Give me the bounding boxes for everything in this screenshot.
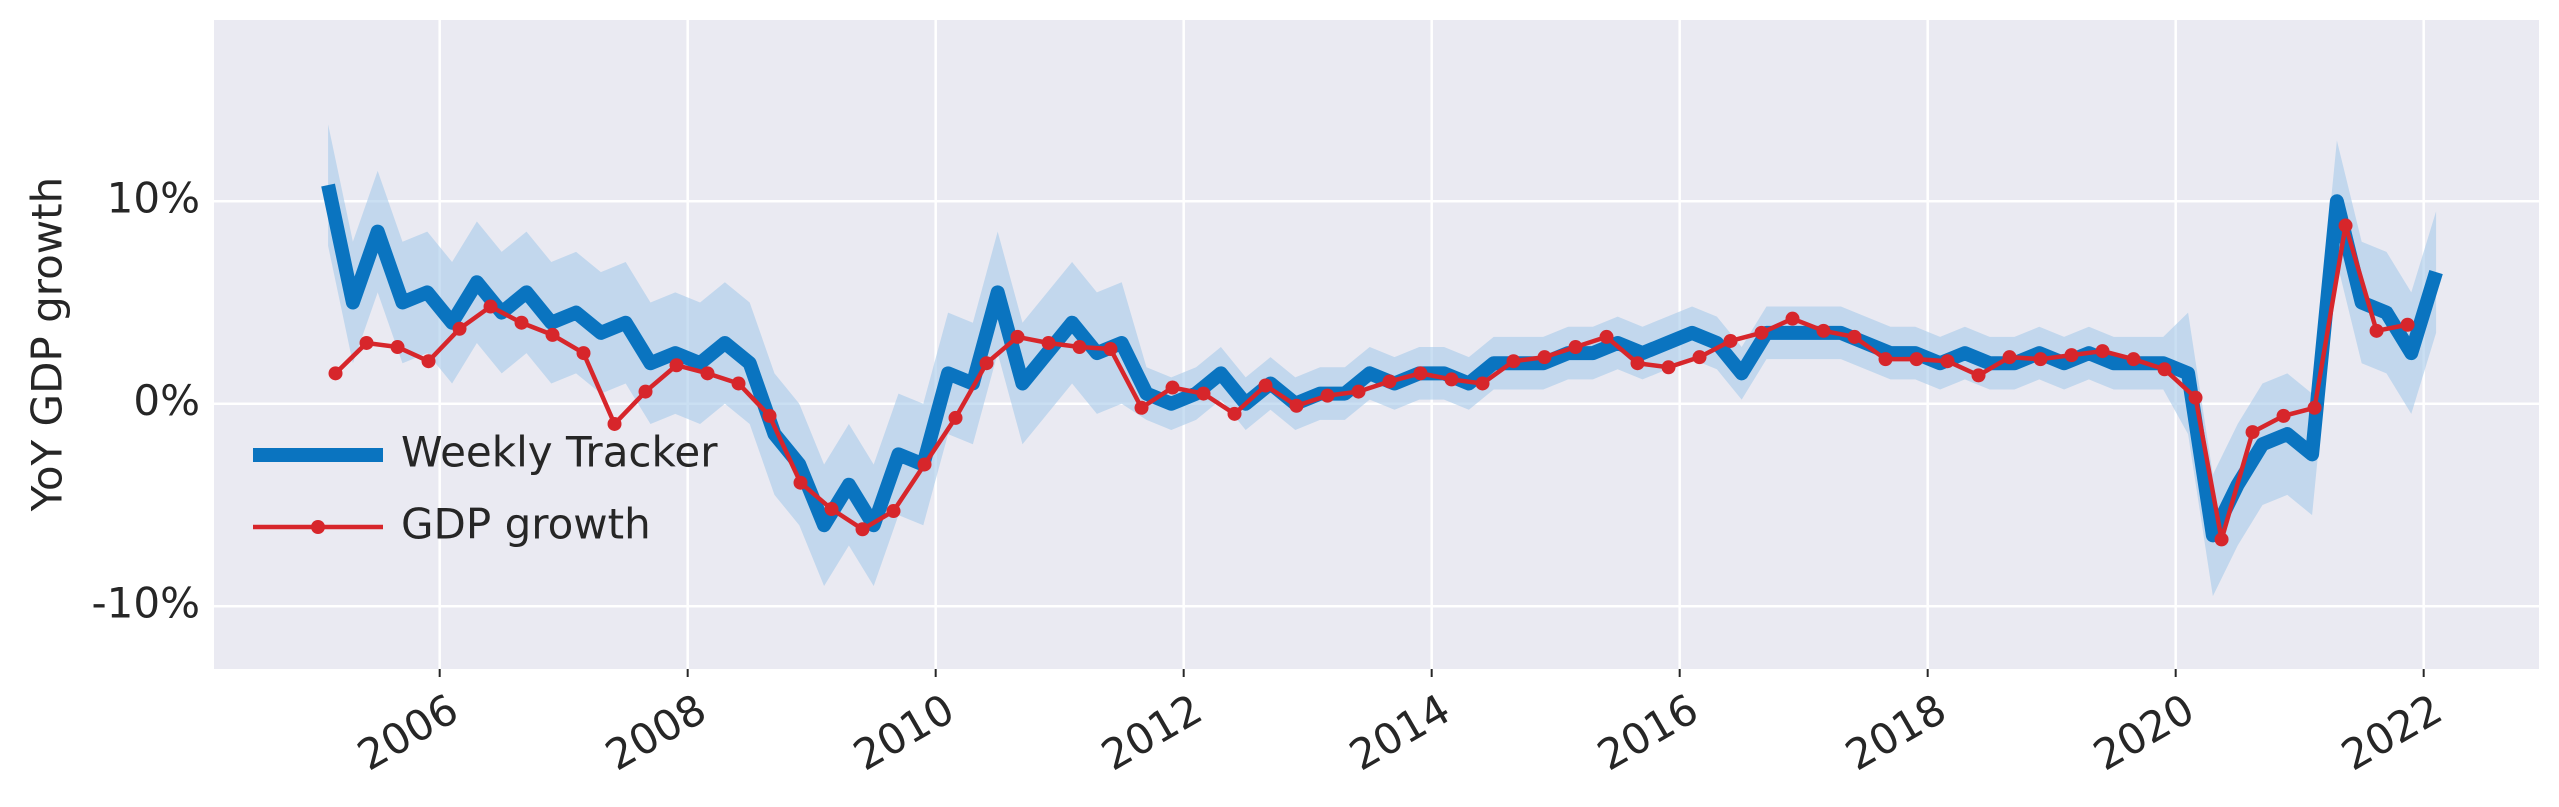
data-point xyxy=(1444,372,1459,387)
x-tick-label: 2020 xyxy=(2085,684,2202,780)
data-point xyxy=(2245,425,2260,440)
data-point xyxy=(2157,362,2172,377)
data-point xyxy=(1568,340,1583,355)
legend-label: GDP growth xyxy=(401,500,651,549)
data-point xyxy=(2188,390,2203,405)
y-axis-label: YoY GDP growth xyxy=(23,177,72,512)
data-point xyxy=(1847,329,1862,344)
data-point xyxy=(1816,323,1831,338)
data-point xyxy=(2276,408,2291,423)
data-point xyxy=(2400,317,2415,332)
data-point xyxy=(1072,340,1087,355)
data-point xyxy=(1475,376,1490,391)
data-point xyxy=(359,335,374,350)
data-point xyxy=(2214,532,2229,547)
data-point xyxy=(917,457,932,472)
data-point xyxy=(1754,325,1769,340)
x-tick-label: 2008 xyxy=(597,684,714,780)
confidence-band xyxy=(328,124,2437,597)
data-point xyxy=(1258,378,1273,393)
data-point xyxy=(421,354,436,369)
data-point xyxy=(2369,323,2384,338)
data-point xyxy=(2307,400,2322,415)
data-point xyxy=(2126,352,2141,367)
data-point xyxy=(2002,350,2017,365)
x-tick-label: 2010 xyxy=(845,684,962,780)
data-point xyxy=(824,502,839,517)
x-tick-label: 2022 xyxy=(2333,684,2450,780)
data-point xyxy=(1692,350,1707,365)
data-point xyxy=(607,416,622,431)
data-point xyxy=(1661,360,1676,375)
y-tick-label: 10% xyxy=(107,174,200,223)
data-point xyxy=(979,356,994,371)
x-tick-label: 2016 xyxy=(1589,684,1706,780)
data-point xyxy=(576,346,591,361)
legend-marker xyxy=(311,520,325,534)
data-point xyxy=(1723,333,1738,348)
data-point xyxy=(731,376,746,391)
data-point xyxy=(1227,406,1242,421)
data-point xyxy=(1785,311,1800,326)
data-point xyxy=(948,410,963,425)
data-point xyxy=(793,475,808,490)
data-point xyxy=(638,384,653,399)
data-point xyxy=(2033,352,2048,367)
data-point xyxy=(669,358,684,373)
data-point xyxy=(452,321,467,336)
data-point xyxy=(1878,352,1893,367)
data-point xyxy=(700,366,715,381)
data-point xyxy=(1103,342,1118,357)
data-point xyxy=(1630,356,1645,371)
data-point xyxy=(1382,374,1397,389)
x-tick-label: 2018 xyxy=(1837,684,1954,780)
y-tick-label: -10% xyxy=(91,579,200,628)
y-tick-label: 0% xyxy=(133,376,200,425)
data-point xyxy=(514,315,529,330)
data-point xyxy=(1940,354,1955,369)
data-point xyxy=(1599,329,1614,344)
legend-label: Weekly Tracker xyxy=(401,428,718,477)
data-point xyxy=(390,340,405,355)
data-point xyxy=(483,299,498,314)
data-point xyxy=(1351,384,1366,399)
x-tick-label: 2006 xyxy=(349,684,466,780)
data-point xyxy=(2338,218,2353,233)
data-point xyxy=(1909,352,1924,367)
data-point xyxy=(1165,380,1180,395)
x-tick-label: 2012 xyxy=(1093,684,1210,780)
data-point xyxy=(1971,368,1986,383)
data-point xyxy=(1134,400,1149,415)
data-point xyxy=(1010,329,1025,344)
data-point xyxy=(1289,398,1304,413)
x-tick-label: 2014 xyxy=(1341,684,1458,780)
data-point xyxy=(1320,388,1335,403)
data-point xyxy=(328,366,343,381)
data-point xyxy=(2064,348,2079,363)
data-point xyxy=(2095,344,2110,359)
data-point xyxy=(545,327,560,342)
data-point xyxy=(1041,335,1056,350)
data-point xyxy=(886,504,901,519)
data-point xyxy=(855,522,870,537)
data-point xyxy=(1537,350,1552,365)
data-point xyxy=(1506,354,1521,369)
data-point xyxy=(1196,386,1211,401)
data-point xyxy=(1413,366,1428,381)
data-point xyxy=(762,408,777,423)
